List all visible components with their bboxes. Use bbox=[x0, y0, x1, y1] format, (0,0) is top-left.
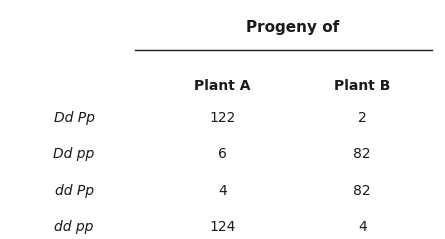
Text: 82: 82 bbox=[353, 184, 371, 198]
Text: dd pp: dd pp bbox=[54, 220, 94, 234]
Text: Dd Pp: Dd Pp bbox=[53, 111, 94, 125]
Text: 82: 82 bbox=[353, 147, 371, 161]
Text: Plant A: Plant A bbox=[194, 79, 251, 93]
Text: 122: 122 bbox=[209, 111, 236, 125]
Text: 2: 2 bbox=[358, 111, 367, 125]
Text: Dd pp: Dd pp bbox=[53, 147, 95, 161]
Text: 4: 4 bbox=[218, 184, 227, 198]
Text: 4: 4 bbox=[358, 220, 367, 234]
Text: Plant B: Plant B bbox=[334, 79, 390, 93]
Text: Progeny of: Progeny of bbox=[246, 20, 339, 35]
Text: dd Pp: dd Pp bbox=[55, 184, 93, 198]
Text: 6: 6 bbox=[218, 147, 227, 161]
Text: 124: 124 bbox=[209, 220, 236, 234]
